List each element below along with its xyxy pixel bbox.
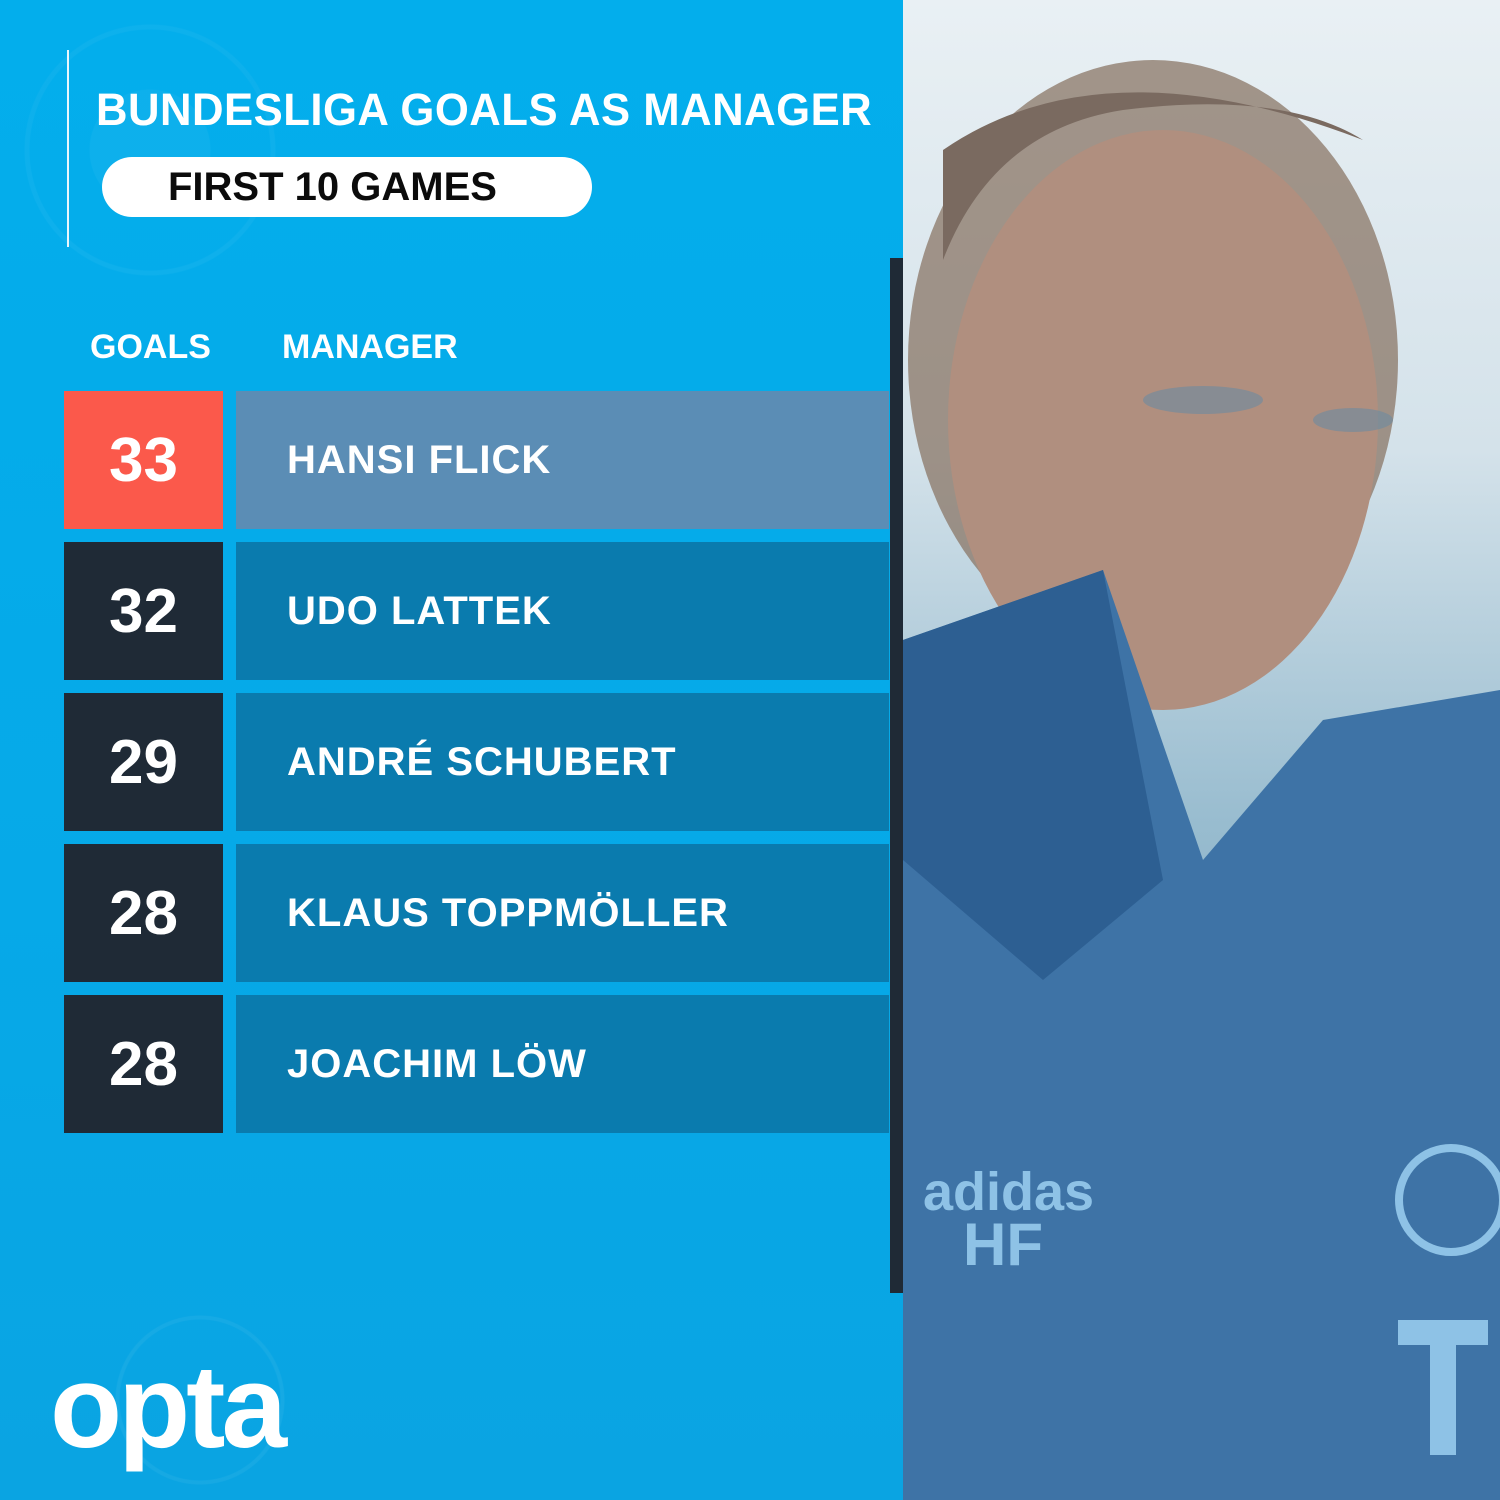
opta-logo: opta [50, 1341, 287, 1473]
manager-name: ANDRÉ SCHUBERT [236, 693, 889, 831]
column-header-manager: MANAGER [282, 328, 458, 366]
jacket-initials: HF [963, 1211, 1043, 1278]
title-accent-line [67, 50, 69, 247]
goals-value: 29 [64, 693, 223, 831]
subtitle-pill: FIRST 10 GAMES [102, 157, 592, 217]
table-row: 32 UDO LATTEK [64, 542, 889, 680]
table-row: 28 JOACHIM LÖW [64, 995, 889, 1133]
club-crest-icon [1395, 1144, 1500, 1256]
manager-name: HANSI FLICK [236, 391, 889, 529]
manager-name: KLAUS TOPPMÖLLER [236, 844, 889, 982]
manager-name: UDO LATTEK [236, 542, 889, 680]
table-row: 29 ANDRÉ SCHUBERT [64, 693, 889, 831]
jacket-brand-text: adidas [923, 1162, 1094, 1222]
goals-value: 28 [64, 995, 223, 1133]
goals-value: 32 [64, 542, 223, 680]
table-row: 33 HANSI FLICK [64, 391, 889, 529]
chart-subtitle: FIRST 10 GAMES [168, 165, 497, 209]
manager-name: JOACHIM LÖW [236, 995, 889, 1133]
manager-photo: adidas HF [903, 0, 1500, 1500]
sponsor-t-icon [1398, 1320, 1488, 1455]
goals-value: 33 [64, 391, 223, 529]
portrait-illustration: adidas HF [903, 60, 1500, 1500]
goals-value: 28 [64, 844, 223, 982]
column-header-goals: GOALS [90, 328, 211, 366]
table-row: 28 KLAUS TOPPMÖLLER [64, 844, 889, 982]
chart-title: BUNDESLIGA GOALS AS MANAGER [96, 84, 873, 135]
